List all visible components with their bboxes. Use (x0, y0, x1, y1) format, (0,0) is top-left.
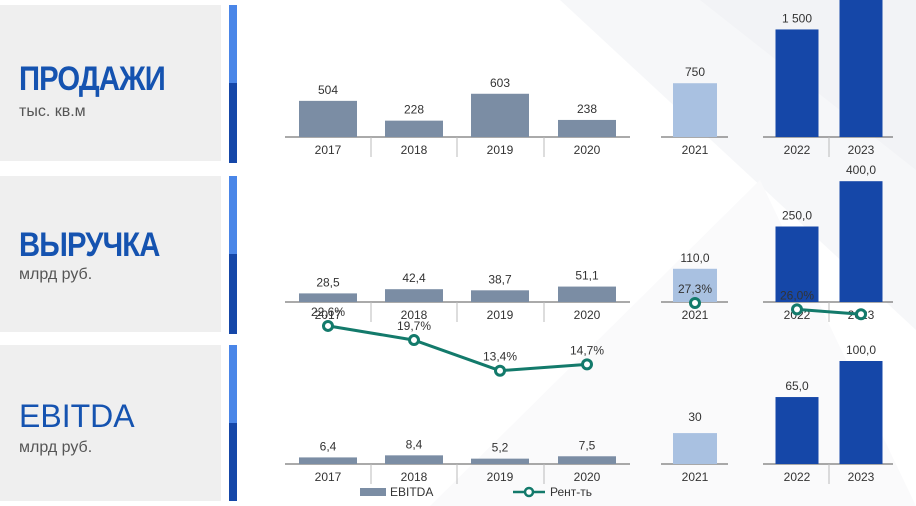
tick-label-2-3: 2020 (574, 470, 601, 484)
bar-label-2-2: 5,2 (492, 441, 509, 455)
tick-label-2-1: 2018 (401, 470, 428, 484)
bar-1-2 (471, 290, 529, 302)
legend-ebitda-swatch (360, 488, 386, 496)
legend-margin-label: Рент-ть (550, 485, 593, 499)
bar-label-1-2: 38,7 (488, 272, 512, 286)
bar-0-5 (775, 29, 819, 138)
bar-2-2 (471, 458, 529, 464)
bar-0-4 (673, 83, 717, 137)
margin-point-1 (408, 334, 420, 347)
bar-label-2-5: 65,0 (785, 379, 809, 393)
margin-line-historical (327, 324, 588, 373)
bar-0-1 (385, 120, 443, 137)
legend-ebitda-label: EBITDA (390, 485, 434, 499)
revenue-subtitle: млрд руб. (19, 266, 93, 283)
tick-label-0-5: 2022 (784, 143, 811, 157)
bar-2-5 (775, 397, 819, 464)
legend-margin-swatch (513, 486, 545, 498)
tick-label-0-2: 2019 (487, 143, 514, 157)
bar-label-1-4: 110,0 (680, 251, 709, 265)
ebitda-accent-bar-bottom (229, 423, 237, 501)
bar-label-1-1: 42,4 (402, 271, 426, 285)
revenue-accent-bar-top (229, 176, 237, 254)
bar-1-1 (385, 289, 443, 302)
margin-point-0 (322, 319, 334, 332)
sales-accent-bar-top (229, 5, 237, 83)
bar-2-4 (673, 433, 717, 464)
legend-ebitda: EBITDA (360, 485, 433, 499)
margin-line-plan (796, 307, 862, 316)
bar-0-2 (471, 93, 529, 137)
revenue-accent-bar-bottom (229, 254, 237, 334)
bar-label-0-0: 504 (318, 83, 338, 97)
bar-label-2-3: 7,5 (579, 438, 596, 452)
bar-2-6 (839, 361, 883, 464)
bar-2-3 (558, 456, 616, 464)
tick-label-1-3: 2020 (574, 308, 601, 322)
margin-label-0: 22,6% (311, 305, 345, 319)
ebitda-accent-bar-top (229, 345, 237, 423)
bar-1-4 (673, 268, 717, 302)
bar-0-3 (558, 119, 616, 137)
margin-point-3 (581, 358, 593, 371)
bar-label-1-3: 51,1 (575, 269, 599, 283)
bar-label-2-4: 30 (688, 410, 702, 424)
bar-label-1-0: 28,5 (316, 275, 340, 289)
margin-label-4: 27,3% (678, 282, 712, 296)
bar-2-0 (299, 457, 357, 464)
bar-label-0-2: 603 (490, 76, 510, 90)
tick-label-2-4: 2021 (682, 470, 709, 484)
bar-label-1-5: 250,0 (782, 209, 812, 223)
ebitda-label-panel (0, 345, 221, 501)
sales-accent-bar-bottom (229, 83, 237, 163)
bar-label-2-1: 8,4 (406, 437, 423, 451)
bar-0-0 (299, 100, 357, 137)
bar-1-3 (558, 286, 616, 302)
margin-label-2: 13,4% (483, 350, 517, 364)
sales-title: ПРОДАЖИ (19, 60, 166, 98)
sales-label-panel (0, 5, 221, 161)
bar-label-0-5: 1 500 (782, 11, 812, 25)
bar-label-0-3: 238 (577, 102, 597, 116)
margin-label-5: 26,0% (780, 288, 814, 302)
margin-point-4 (689, 297, 701, 310)
tick-label-1-1: 2018 (401, 308, 428, 322)
tick-label-0-6: 2023 (848, 143, 875, 157)
tick-label-1-2: 2019 (487, 308, 514, 322)
tick-label-0-0: 2017 (315, 143, 342, 157)
bar-label-1-6: 400,0 (846, 163, 876, 177)
bar-1-0 (299, 293, 357, 302)
legend-margin: Рент-ть (512, 485, 592, 499)
bar-1-5 (775, 226, 819, 302)
bar-2-1 (385, 455, 443, 464)
sales-subtitle: тыс. кв.м (19, 103, 86, 120)
margin-point-2 (494, 364, 506, 377)
tick-label-1-4: 2021 (682, 308, 709, 322)
margin-point-6 (855, 308, 867, 321)
tick-label-0-4: 2021 (682, 143, 709, 157)
ebitda-subtitle: млрд руб. (19, 439, 93, 456)
bar-label-2-6: 100,0 (846, 343, 876, 357)
tick-label-0-3: 2020 (574, 143, 601, 157)
margin-label-3: 14,7% (570, 343, 604, 357)
tick-label-1-0: 2017 (315, 308, 342, 322)
bar-label-0-1: 228 (404, 103, 424, 117)
revenue-title: ВЫРУЧКА (19, 226, 160, 264)
bar-label-2-0: 6,4 (320, 439, 337, 453)
margin-label-6: 25,0% (844, 320, 878, 334)
ebitda-title: EBITDA (19, 398, 135, 434)
tick-label-2-2: 2019 (487, 470, 514, 484)
bar-1-6 (839, 181, 883, 302)
tick-label-2-6: 2023 (848, 470, 875, 484)
tick-label-2-5: 2022 (784, 470, 811, 484)
tick-label-0-1: 2018 (401, 143, 428, 157)
margin-label-1: 19,7% (397, 319, 431, 333)
revenue-label-panel (0, 176, 221, 332)
bar-0-6 (839, 0, 883, 137)
tick-label-2-0: 2017 (315, 470, 342, 484)
bar-label-0-4: 750 (685, 65, 705, 79)
margin-point-5 (791, 303, 803, 316)
